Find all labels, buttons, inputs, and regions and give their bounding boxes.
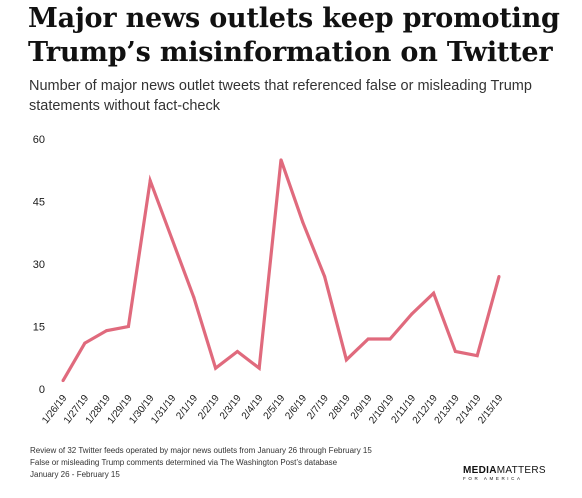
data-point [148,179,152,183]
y-tick-label: 30 [33,259,45,271]
data-point [83,341,87,345]
logo-word-matters: MATTERS [496,465,546,476]
data-point [192,295,196,299]
chart-title: Major news outlets keep promoting Trump’… [28,3,560,68]
data-point [344,358,348,362]
data-point [323,275,327,278]
x-tick-label: 2/6/19 [283,393,309,422]
data-point [497,275,501,278]
y-axis-ticks: 0 15 30 45 60 [33,134,45,396]
data-point [170,237,174,241]
x-axis-ticks: 1/26/191/27/191/28/191/29/191/30/191/31/… [40,393,505,426]
chart-subtitle: Number of major news outlet tweets that … [29,78,532,114]
x-tick-label: 2/8/19 [327,393,353,422]
data-point [410,312,414,316]
logo-wordmark: MEDIAMATTERS [463,465,563,476]
data-point [279,158,283,162]
footnote-daterange: January 26 - February 15 [30,470,120,479]
x-tick-label: 2/2/19 [196,393,222,422]
series-line [61,159,501,382]
x-tick-label: 2/1/19 [174,393,200,422]
line-chart: 0 15 30 45 60 1/26/191/27/191/28/191/29/191/… [33,134,506,426]
x-tick-label: 2/5/19 [262,393,288,422]
y-tick-label: 0 [39,384,45,396]
data-point [257,366,261,370]
data-point [235,350,239,353]
data-point [453,350,457,353]
data-point [366,337,370,341]
media-matters-logo: MEDIAMATTERS FOR AMERICA [463,465,563,482]
y-tick-label: 45 [33,197,45,209]
logo-word-media: MEDIA [463,465,497,476]
x-tick-label: 2/3/19 [218,393,244,422]
logo-tagline: FOR AMERICA [463,476,523,481]
data-point [388,337,392,341]
x-tick-label: 2/7/19 [305,393,331,422]
y-tick-label: 60 [33,134,45,146]
series-group [61,158,501,383]
footnote-method: False or misleading Trump comments deter… [30,458,338,467]
data-point [475,354,479,358]
data-point [214,366,218,370]
footnote-source: Review of 32 Twitter feeds operated by m… [30,446,372,455]
data-point [105,329,109,333]
data-point [432,291,436,295]
data-point [61,379,65,383]
data-point [126,325,130,328]
x-tick-label: 2/4/19 [240,393,266,422]
data-point [301,220,305,224]
y-tick-label: 15 [33,322,45,334]
